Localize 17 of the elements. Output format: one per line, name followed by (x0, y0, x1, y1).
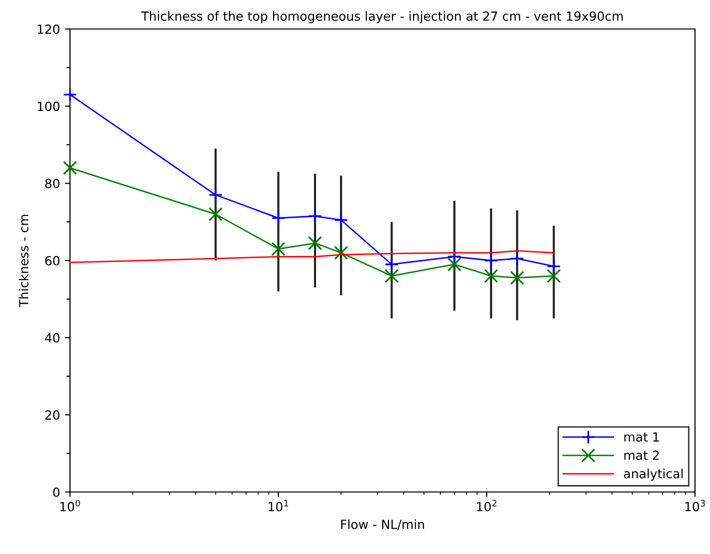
x-tick-label: 10$^{1}$ (268, 500, 288, 512)
y-tick-label: 120 (38, 24, 60, 34)
legend-label: analytical (624, 468, 683, 481)
legend-label: mat 1 (624, 432, 659, 442)
x-tick-label: 10$^{0}$ (60, 500, 80, 512)
y-tick-label: 20 (45, 410, 60, 420)
y-tick-label: 80 (45, 178, 60, 188)
y-tick-label: 60 (45, 256, 60, 266)
y-tick-label: 0 (53, 487, 60, 497)
y-tick-label: 40 (44, 333, 60, 343)
chart-title: Thickness of the top homogeneous layer - injection at 27 cm - vent 19x90cm (141, 11, 623, 24)
x-tick-label: 10$^{3}$ (685, 500, 705, 512)
y-axis-title: Thickness - cm (18, 214, 28, 308)
y-tick-label: 100 (38, 102, 60, 112)
legend-label: mat 2 (624, 450, 659, 460)
x-tick-label: 10$^{2}$ (477, 500, 496, 512)
x-axis-title: Flow - NL/min (341, 519, 424, 530)
